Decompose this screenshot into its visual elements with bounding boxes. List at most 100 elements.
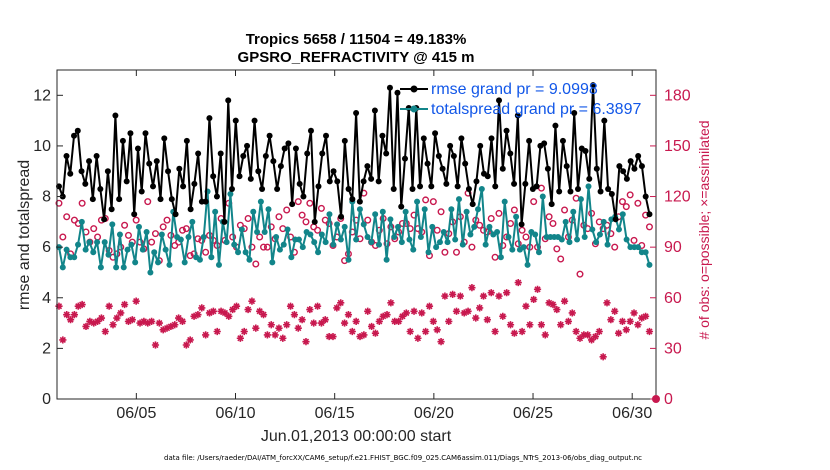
obs-assimilated-point (576, 334, 584, 342)
y2-tick-label: 120 (664, 189, 691, 206)
obs-assimilated-point (614, 329, 623, 337)
totalspread-point (71, 254, 78, 261)
totalspread-point (440, 228, 447, 235)
rmse-point (409, 185, 416, 192)
rmse-point (281, 145, 288, 152)
obs-assimilated-point (148, 317, 156, 325)
rmse-point (168, 196, 175, 203)
totalspread-point (478, 185, 485, 192)
totalspread-point (421, 206, 428, 213)
obs-assimilated-point (429, 317, 437, 325)
obs-assimilated-point (120, 300, 129, 309)
totalspread-point (436, 239, 443, 246)
rmse-point (123, 178, 130, 185)
obs-assimilated-point (379, 312, 387, 320)
obs-assimilated-point (537, 321, 545, 329)
rmse-point (496, 97, 503, 104)
totalspread-point (257, 198, 264, 205)
obs-assimilated-point (151, 341, 160, 349)
y-tick-label: 12 (33, 87, 51, 104)
totalspread-point (101, 239, 108, 246)
obs-possible-point (557, 255, 565, 263)
totalspread-point (97, 264, 104, 271)
rmse-point (533, 183, 540, 190)
rmse-point (469, 201, 476, 208)
obs-possible-point (124, 231, 132, 239)
totalspread-point (208, 254, 215, 261)
obs-possible-point (306, 199, 314, 207)
obs-possible-point (55, 199, 63, 207)
rmse-point (608, 191, 615, 198)
rmse-point (428, 183, 435, 190)
totalspread-point (200, 234, 207, 241)
obs-assimilated-point (325, 332, 333, 341)
totalspread-point (132, 259, 139, 266)
obs-assimilated-point (506, 321, 515, 329)
rmse-point (394, 89, 401, 96)
rmse-point (556, 188, 563, 195)
obs-assimilated-point (522, 302, 530, 310)
x-tick-label: 06/30 (612, 405, 652, 422)
totalspread-point (356, 206, 363, 213)
obs-assimilated-point (217, 307, 225, 315)
obs-possible-point (561, 206, 569, 214)
rmse-point (134, 145, 141, 152)
rmse-point (150, 183, 157, 190)
totalspread-point (318, 231, 325, 238)
obs-assimilated-point (491, 327, 499, 336)
rmse-point (82, 180, 89, 187)
obs-assimilated-point (244, 305, 252, 314)
obs-assimilated-point (514, 278, 522, 287)
obs-possible-point (275, 213, 283, 221)
rmse-point (116, 196, 123, 203)
obs-assimilated-point (545, 299, 553, 307)
obs-assimilated-point (622, 326, 630, 334)
rmse-point (191, 180, 198, 187)
obs-possible-point (159, 223, 167, 231)
totalspread-point (246, 256, 253, 263)
obs-possible-point (78, 199, 86, 207)
rmse-point (356, 198, 363, 205)
y2-tick-label: 0 (664, 391, 673, 408)
legend-rmse-marker (410, 85, 418, 93)
obs-assimilated-point (283, 321, 291, 329)
y-tick-label: 4 (42, 290, 51, 307)
rmse-point (522, 180, 529, 187)
obs-assimilated-point (456, 292, 464, 300)
obs-assimilated-point (55, 302, 63, 310)
rmse-point (507, 150, 514, 157)
obs-assimilated-point (90, 319, 98, 327)
obs-possible-point (429, 198, 437, 206)
rmse-point (642, 193, 649, 200)
obs-assimilated-point (348, 327, 356, 336)
obs-assimilated-point (317, 319, 326, 327)
rmse-point (458, 135, 465, 142)
obs-assimilated-point (286, 302, 295, 310)
obs-assimilated-point (340, 319, 349, 327)
rmse-point (97, 185, 104, 192)
y2-tick-label: 30 (664, 340, 682, 357)
totalspread-point (128, 241, 135, 248)
rmse-point (338, 213, 345, 220)
obs-assimilated-point (595, 327, 603, 336)
totalspread-point (147, 269, 154, 276)
rmse-point (349, 196, 356, 203)
x-tick-label: 06/05 (116, 405, 156, 422)
rmse-point (187, 206, 194, 213)
obs-assimilated-point (572, 327, 580, 336)
totalspread-point (452, 236, 459, 243)
rmse-point (259, 185, 266, 192)
totalspread-point (467, 231, 474, 238)
rmse-point (623, 175, 630, 182)
obs-assimilated-point (225, 312, 233, 320)
obs-assimilated-point (329, 332, 337, 341)
totalspread-point (448, 206, 455, 213)
rmse-point (563, 163, 570, 170)
rmse-point (462, 160, 469, 167)
obs-possible-point (495, 209, 503, 217)
obs-possible-point (634, 199, 642, 207)
rmse-point (601, 117, 608, 124)
obs-possible-point (468, 243, 476, 251)
obs-assimilated-point (510, 329, 518, 337)
rmse-point (131, 211, 138, 218)
